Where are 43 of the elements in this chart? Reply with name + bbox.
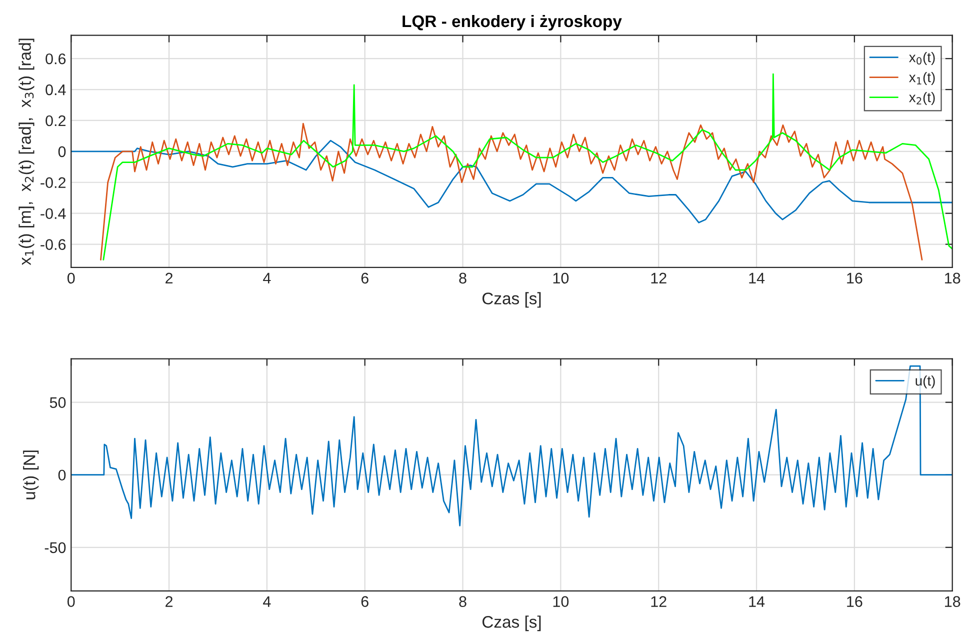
y-axis-title: x$_{1}$(t) [m], x$_{2}$(t) [rad], x$_{3}$(t) [rad] <box>18 38 34 266</box>
x-tick-label: 0 <box>67 596 75 607</box>
x-tick-label: 2 <box>166 596 173 607</box>
x-tick-label: 12 <box>651 596 666 607</box>
y-axis-title: u(t) [N] <box>23 450 39 500</box>
x-tick-label: 8 <box>459 596 466 607</box>
y-tick-label: 0.6 <box>46 53 66 64</box>
line-series <box>100 122 923 260</box>
x-tick-label: 18 <box>945 272 960 284</box>
legend-label: u(t) <box>916 375 935 388</box>
x-tick-label: 2 <box>166 272 173 284</box>
y-tick-label: -0.6 <box>40 239 66 250</box>
x-tick-label: 4 <box>263 272 271 284</box>
y-tick-label: -0.2 <box>40 177 66 188</box>
line-series <box>71 365 952 526</box>
y-tick-label: -50 <box>44 542 66 554</box>
line-series <box>71 140 952 224</box>
chart-title: LQR - enkodery i żyroskopy <box>402 14 622 30</box>
x-tick-label: 10 <box>553 272 569 284</box>
legend-label: x$_{1}$(t) <box>909 72 935 85</box>
y-tick-label: 0.2 <box>46 115 66 126</box>
x-tick-label: 18 <box>945 596 960 607</box>
x-tick-label: 8 <box>459 272 466 284</box>
x-tick-label: 16 <box>847 272 862 284</box>
y-tick-label: 0.4 <box>46 84 66 96</box>
y-tick-label: -0.4 <box>40 208 66 220</box>
y-tick-label: 0 <box>58 470 66 481</box>
x-tick-label: 10 <box>553 596 569 607</box>
x-tick-label: 0 <box>67 272 75 284</box>
legend-label: x$_{2}$(t) <box>909 92 935 105</box>
line-series <box>102 73 952 260</box>
x-tick-label: 14 <box>749 596 765 607</box>
x-tick-label: 4 <box>263 596 271 607</box>
x-tick-label: 16 <box>847 596 862 607</box>
x-tick-label: 12 <box>651 272 666 284</box>
legend-label: x$_{0}$(t) <box>909 52 935 65</box>
y-tick-label: 50 <box>50 397 66 408</box>
x-tick-label: 14 <box>749 272 765 284</box>
y-tick-label: 0 <box>58 146 66 158</box>
x-tick-label: 6 <box>361 272 368 284</box>
x-tick-label: 6 <box>361 596 368 607</box>
x-axis-title: Czas [s] <box>482 292 541 308</box>
x-axis-title: Czas [s] <box>482 616 541 632</box>
